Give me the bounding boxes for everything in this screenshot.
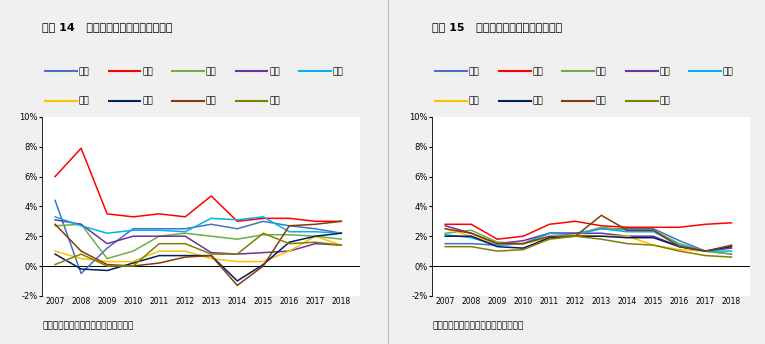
Text: 资料来源：公司公告，万和证券研究所: 资料来源：公司公告，万和证券研究所 (432, 321, 523, 330)
Text: 光大: 光大 (659, 97, 670, 106)
Text: 图表 14   部分上市银行零售资产利润率: 图表 14 部分上市银行零售资产利润率 (42, 22, 173, 32)
Text: 招商: 招商 (206, 97, 216, 106)
Text: 农业: 农业 (79, 67, 90, 76)
Text: 光大: 光大 (269, 97, 280, 106)
Text: 招商: 招商 (596, 97, 607, 106)
Text: 交通: 交通 (659, 67, 670, 76)
Text: 工商: 工商 (142, 67, 153, 76)
Text: 中国: 中国 (596, 67, 607, 76)
Text: 资料来源：公司公告，万和证券研究所: 资料来源：公司公告，万和证券研究所 (42, 321, 133, 330)
Text: 农业: 农业 (469, 67, 480, 76)
Text: 建设: 建设 (333, 67, 343, 76)
Text: 交通: 交通 (269, 67, 280, 76)
Text: 平安: 平安 (532, 97, 543, 106)
Text: 平安: 平安 (142, 97, 153, 106)
Text: 中信: 中信 (469, 97, 480, 106)
Text: 中信: 中信 (79, 97, 90, 106)
Text: 建设: 建设 (723, 67, 734, 76)
Text: 中国: 中国 (206, 67, 216, 76)
Text: 工商: 工商 (532, 67, 543, 76)
Text: 图表 15   部分上市银行对公资产利润率: 图表 15 部分上市银行对公资产利润率 (432, 22, 562, 32)
